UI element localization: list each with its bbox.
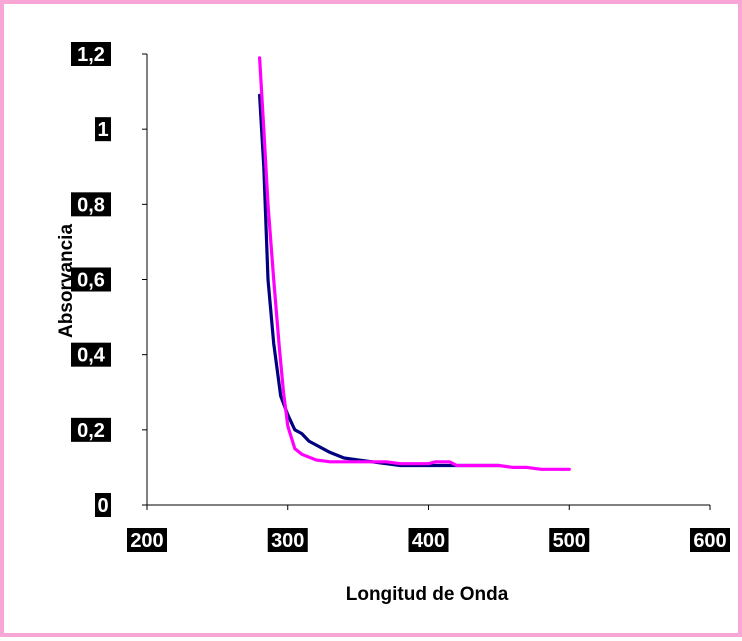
tick-labels: 0 0,2 0,4 0,6 0,8 1 1,2 200 300 400 500 600 — [71, 42, 730, 552]
x-tick-label: 500 — [549, 528, 590, 552]
y-tick-label-text: 0,4 — [77, 345, 106, 367]
y-tick-label: 1 — [95, 117, 111, 141]
y-tick-label: 0,2 — [71, 417, 111, 442]
x-axis-title: Longitud de Onda — [346, 584, 509, 605]
y-tick-label-text: 0,2 — [77, 420, 105, 442]
series-line-2 — [258, 56, 571, 471]
x-tick-label-bg — [408, 528, 449, 552]
y-tick-label-bg — [71, 42, 111, 66]
x-tick-label-text: 300 — [271, 530, 304, 552]
y-tick-label-bg — [95, 493, 111, 517]
y-tick-label-bg — [95, 117, 111, 142]
x-tick-label-bg — [690, 528, 730, 552]
y-tick-label: 0,8 — [71, 192, 111, 217]
axes — [142, 53, 711, 510]
y-tick-label-text: 0,8 — [77, 194, 105, 216]
y-tick-label-text: 1 — [97, 119, 108, 141]
y-tick-label-bg — [71, 342, 111, 367]
y-tick-label: 0 — [95, 493, 111, 517]
x-tick-label-bg — [549, 528, 590, 552]
x-tick-label-bg — [127, 528, 167, 552]
series-line-1 — [258, 93, 501, 468]
x-tick-label-text: 400 — [412, 530, 445, 552]
y-tick-label: 1,2 — [71, 42, 111, 66]
x-tick-label: 400 — [408, 528, 449, 552]
y-tick-label: 0,6 — [71, 267, 111, 292]
x-tick-label-text: 200 — [130, 530, 163, 552]
x-tick-label: 300 — [267, 528, 308, 552]
line-chart: 0 0,2 0,4 0,6 0,8 1 1,2 200 300 400 500 600 Longitu… — [56, 42, 730, 605]
y-tick-label-text: 1,2 — [77, 44, 105, 66]
x-tick-label: 200 — [127, 528, 167, 552]
x-tick-label: 600 — [690, 528, 730, 552]
x-tick-label-text: 600 — [693, 530, 726, 552]
y-axis-title: Absorvancia — [56, 224, 77, 338]
y-tick-label-bg — [71, 267, 111, 292]
x-tick-label-text: 500 — [553, 530, 586, 552]
y-tick-label-bg — [71, 192, 111, 217]
x-tick-label-bg — [267, 528, 308, 552]
y-tick-label-text: 0,6 — [77, 270, 105, 292]
y-tick-label-text: 0 — [97, 495, 108, 517]
y-tick-label-bg — [71, 417, 111, 442]
series-layer — [258, 56, 571, 471]
y-tick-label: 0,4 — [71, 342, 111, 367]
